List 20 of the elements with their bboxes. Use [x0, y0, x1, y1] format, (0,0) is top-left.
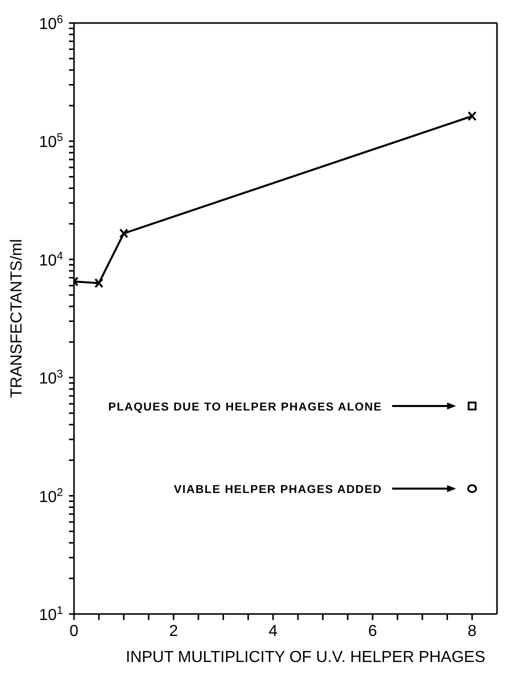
point [119, 228, 128, 238]
y-tick-label: 10$^{2}$ [38, 486, 63, 506]
y-tick-label: 10$^{3}$ [38, 368, 63, 388]
x-tick-label: 6 [368, 623, 378, 640]
x-axis-title: INPUT MULTIPLICITY OF U.V. HELPER PHAGES [126, 649, 486, 666]
y-axis-title: TRANSFECTANTS/ml [8, 239, 26, 398]
annotation: PLAQUES DUE TO HELPER PHAGES ALONE [108, 402, 382, 414]
y-tick-label: 10$^{6}$ [38, 14, 63, 33]
y-tick-label: 10$^{1}$ [38, 605, 63, 624]
x-tick-label: 4 [268, 623, 278, 640]
point [94, 278, 104, 288]
annotation: VIABLE HELPER PHAGES ADDED [174, 484, 382, 496]
point [468, 402, 477, 410]
point [468, 111, 477, 122]
x-tick-label: 8 [468, 623, 477, 640]
y-tick-label: 10$^{4}$ [38, 250, 63, 270]
x-tick-label: 0 [70, 623, 79, 640]
point [467, 484, 478, 494]
x-tick-label: 2 [169, 623, 178, 640]
y-tick-label: 10$^{5}$ [38, 132, 63, 152]
